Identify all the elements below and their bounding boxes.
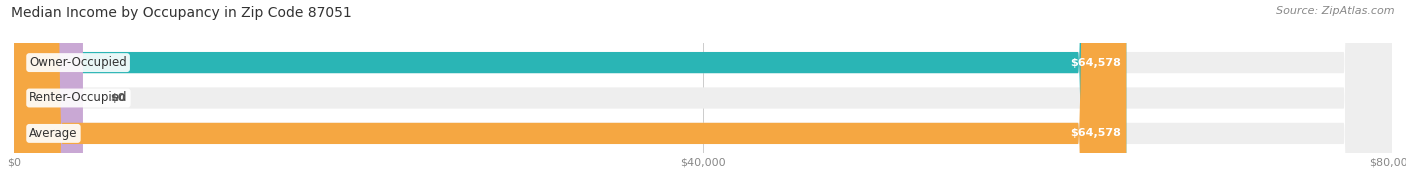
Text: Renter-Occupied: Renter-Occupied <box>30 92 128 104</box>
FancyBboxPatch shape <box>14 0 1392 196</box>
Text: Average: Average <box>30 127 77 140</box>
Text: $64,578: $64,578 <box>1070 128 1121 138</box>
Text: $64,578: $64,578 <box>1070 58 1121 68</box>
FancyBboxPatch shape <box>14 0 1126 196</box>
FancyBboxPatch shape <box>14 0 1126 196</box>
Text: Owner-Occupied: Owner-Occupied <box>30 56 127 69</box>
Text: Median Income by Occupancy in Zip Code 87051: Median Income by Occupancy in Zip Code 8… <box>11 6 352 20</box>
FancyBboxPatch shape <box>14 0 1392 196</box>
Text: $0: $0 <box>111 93 127 103</box>
Text: Source: ZipAtlas.com: Source: ZipAtlas.com <box>1277 6 1395 16</box>
FancyBboxPatch shape <box>14 0 83 196</box>
FancyBboxPatch shape <box>14 0 1392 196</box>
